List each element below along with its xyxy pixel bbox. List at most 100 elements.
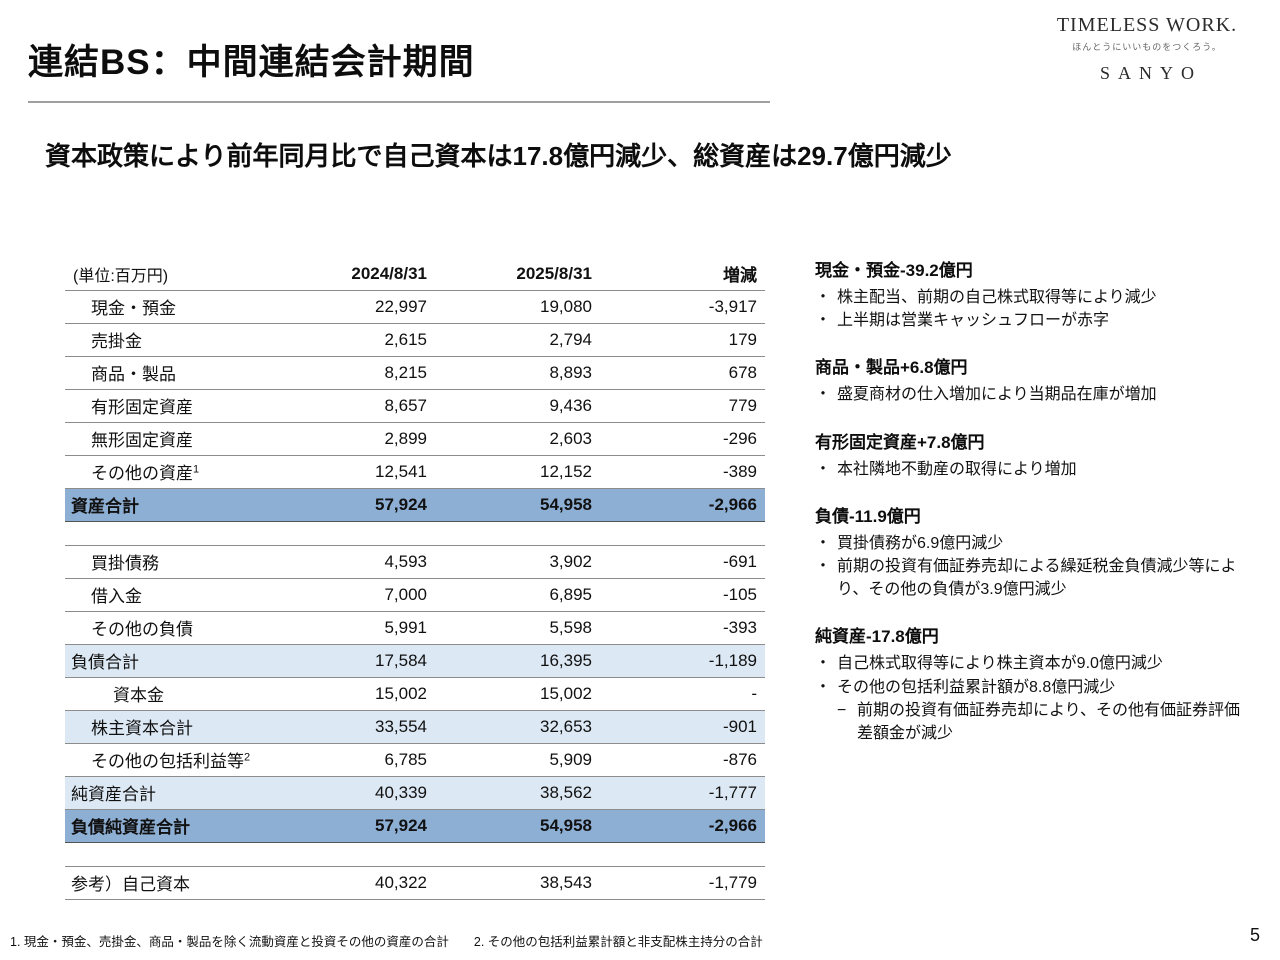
note-heading: 有形固定資産+7.8億円 [815,432,985,452]
value-2025: 38,562 [435,776,600,810]
value-diff: -105 [600,578,765,612]
note-heading: 純資産-17.8億円 [815,627,939,647]
value-diff: -2,966 [600,809,765,843]
note-item: ・上半期は営業キャッシュフローが赤字 [815,309,1255,332]
note-text: 買掛債務が6.9億円減少 [837,534,1004,552]
bullet-marker: ・ [815,534,832,552]
row-label: 資本金 [65,677,270,711]
value-2025: 54,958 [435,488,600,522]
value-diff: -1,777 [600,776,765,810]
col-header-2025: 2025/8/31 [435,258,600,291]
value-2024: 57,924 [270,488,435,522]
note-item: ・本社隣地不動産の取得により増加 [815,458,1255,481]
value-2025: 8,893 [435,356,600,390]
row-label: 現金・預金 [65,290,270,324]
value-diff: -901 [600,710,765,744]
logo-company-name: SANYO [1099,63,1202,83]
table-row: 負債合計 17,584 16,395 -1,189 [65,644,765,678]
page-number: 5 [1249,925,1260,945]
col-header-2024: 2024/8/31 [270,258,435,291]
value-2024: 57,924 [270,809,435,843]
value-2024: 8,657 [270,389,435,423]
note-text: 上半期は営業キャッシュフローが赤字 [837,312,1110,330]
value-2025: 2,603 [435,422,600,456]
value-diff: -296 [600,422,765,456]
table-row: 負債純資産合計 57,924 54,958 -2,966 [65,809,765,843]
balance-table-body: 現金・預金 22,997 19,080 -3,917 売掛金 2,615 2,794 179 商… [65,290,765,900]
row-label: 買掛債務 [65,545,270,579]
spacer-cell [65,842,765,867]
table-row: 無形固定資産 2,899 2,603 -296 [65,422,765,456]
note-text: 本社隣地不動産の取得により増加 [837,460,1077,478]
value-2024: 40,322 [270,866,435,900]
slide-title: 連結BS：中間連結会計期間 [28,43,475,82]
notes-panel: 現金・預金-39.2億円・株主配当、前期の自己株式取得等により減少・上半期は営業… [815,256,1255,766]
balance-sheet-table: (単位:百万円) 2024/8/31 2025/8/31 増減 現金・預金 22,… [65,258,765,900]
note-block: 純資産-17.8億円・自己株式取得等により株主資本が9.0億円減少・その他の包括… [815,622,1255,745]
value-2024: 4,593 [270,545,435,579]
value-2025: 3,902 [435,545,600,579]
table-row [65,842,765,867]
note-heading: 現金・預金-39.2億円 [815,261,973,280]
row-label: 負債純資産合計 [65,809,270,843]
logo-tagline: ほんとうにいいものをつくろう。 [1072,42,1222,52]
value-diff: -1,189 [600,644,765,678]
note-item: ・盛夏商材の仕入増加により当期品在庫が増加 [815,383,1255,406]
value-diff: -2,966 [600,488,765,522]
note-block: 有形固定資産+7.8億円・本社隣地不動産の取得により増加 [815,428,1255,481]
value-2024: 2,899 [270,422,435,456]
note-item: − 前期の投資有価証券売却により、その他有価証券評価差額金が減少 [837,699,1255,745]
row-label: 売掛金 [65,323,270,357]
table-row: 商品・製品 8,215 8,893 678 [65,356,765,390]
bullet-marker: ・ [815,655,832,673]
table-row: 資産合計 57,924 54,958 -2,966 [65,488,765,522]
value-diff: 678 [600,356,765,390]
bullet-marker: ・ [815,386,832,404]
value-2025: 19,080 [435,290,600,324]
row-label: 負債合計 [65,644,270,678]
title-rule [28,101,770,103]
table-row [65,521,765,546]
row-label: 資産合計 [65,488,270,522]
table-row: 有形固定資産 8,657 9,436 779 [65,389,765,423]
unit-label: (単位:百万円) [65,258,270,291]
value-2024: 40,339 [270,776,435,810]
table-row: 資本金 15,002 15,002- [65,677,765,711]
table-row: その他の資産1 12,541 12,152 -389 [65,455,765,489]
bullet-marker: ・ [815,312,832,330]
row-label: その他の負債 [65,611,270,645]
value-2024: 17,584 [270,644,435,678]
bullet-marker: ・ [815,460,832,478]
value-2024: 5,991 [270,611,435,645]
note-block: 商品・製品+6.8億円・盛夏商材の仕入増加により当期品在庫が増加 [815,353,1255,406]
note-item: ・買掛債務が6.9億円減少 [815,532,1255,555]
note-heading: 商品・製品+6.8億円 [815,358,968,378]
logo-brand-text: TIMELESS WORK. [1056,14,1238,36]
value-2024: 12,541 [270,455,435,489]
footnote: 1. 現金・預金、売掛金、商品・製品を除く流動資産と投資その他の資産の合計 2.… [10,935,763,949]
bullet-marker: ・ [815,678,832,696]
value-2025: 16,395 [435,644,600,678]
value-2024: 7,000 [270,578,435,612]
col-header-diff: 増減 [600,258,765,291]
table-row: その他の包括利益等2 6,785 5,909 -876 [65,743,765,777]
row-label: 有形固定資産 [65,389,270,423]
value-2024: 6,785 [270,743,435,777]
value-diff: -389 [600,455,765,489]
note-text: 盛夏商材の仕入増加により当期品在庫が増加 [837,386,1157,404]
value-2024: 8,215 [270,356,435,390]
row-label: 商品・製品 [65,356,270,390]
table-row: 参考）自己資本 40,322 38,543 -1,779 [65,866,765,900]
value-2025: 54,958 [435,809,600,843]
value-2025: 5,909 [435,743,600,777]
value-2025: 2,794 [435,323,600,357]
value-2024: 22,997 [270,290,435,324]
table-row: 買掛債務 4,593 3,902 -691 [65,545,765,579]
value-2025: 15,002 [435,677,600,711]
value-2025: 32,653 [435,710,600,744]
value-diff: 179 [600,323,765,357]
brand-logo: TIMELESS WORK. ほんとうにいいものをつくろう。 SANYO [1042,14,1252,84]
note-item: ・その他の包括利益累計額が8.8億円減少 [815,676,1255,699]
note-text: その他の包括利益累計額が8.8億円減少 [837,678,1116,696]
